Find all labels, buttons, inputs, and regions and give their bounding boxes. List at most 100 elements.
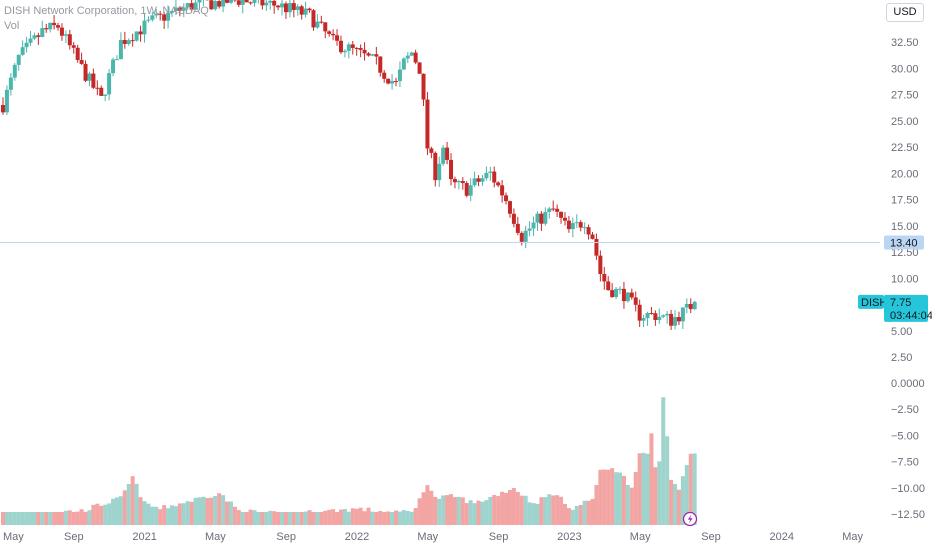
candle-body [445,147,450,160]
time-axis[interactable]: May Sep 2021 May Sep 2022 May Sep 2023 May Sep 2024… [3,531,863,543]
volume-bar [445,495,450,525]
volume-bar [173,506,178,525]
volume-bar [460,497,465,525]
volume-bar [154,506,159,525]
volume-bar [590,498,595,525]
candle-body [472,178,477,186]
volume-bar [688,453,693,525]
chart-legend: DISH Network Corporation, 1W, NASDAQ Vol [4,4,209,34]
time-tick-label: 2024 [770,531,794,543]
volume-bar [500,491,505,525]
candle-body [134,31,139,41]
candle-body [268,0,273,3]
volume-bar [610,468,615,525]
candle-body [531,222,536,229]
volume-bar [232,506,237,525]
volume-bar [122,490,127,525]
volume-tick-label: −7.50 [891,457,919,469]
volume-bar [225,501,230,525]
candle-body [641,318,646,321]
candle-body [511,213,516,224]
candle-body [374,54,379,57]
volume-bar [342,509,347,525]
candle-body [519,232,524,242]
candle-body [566,220,571,230]
candle-body [319,21,324,23]
volume-bar [673,484,678,525]
volume-bar [539,497,544,525]
candle-body [4,89,9,113]
volume-label[interactable]: Vol [4,20,20,32]
horizontal-line-tag[interactable]: 13.40 [884,235,924,250]
svg-text:7.75: 7.75 [890,297,911,309]
volume-bar [657,461,662,525]
volume-bar [103,504,108,525]
candle-body [8,77,13,90]
candle-body [401,58,406,70]
volume-tick-label: 0.0000 [891,378,925,390]
candle-body [676,317,681,322]
lightning-icon[interactable] [682,511,698,527]
volume-bar [354,508,359,525]
price-tick-label: 20.00 [891,168,919,180]
volume-bar [256,512,261,525]
volume-bar [12,512,17,525]
price-tick-label: 5.00 [891,326,912,338]
candle-body [559,211,564,218]
candle-body [390,80,395,84]
volume-bar [633,472,638,525]
volume-bar [370,511,375,525]
volume-bar [653,467,658,525]
candle-body [244,0,249,3]
candle-body [441,147,446,164]
candle-body [429,148,434,153]
candle-body [150,15,155,20]
volume-bar [280,512,285,525]
volume-bars [1,397,697,525]
candle-body [335,35,340,41]
candle-body [421,73,426,100]
candle-body [409,52,414,56]
candle-body [95,87,100,89]
volume-bar [676,489,681,525]
volume-bar [669,479,674,525]
volume-bar [551,495,556,525]
svg-text:13.40: 13.40 [890,238,918,250]
price-tick-label: 17.50 [891,195,919,207]
volume-bar [680,476,685,525]
candle-body [586,227,591,235]
volume-bar [181,503,186,525]
volume-bar [594,484,599,525]
symbol-title[interactable]: DISH Network Corporation, 1W, NASDAQ [4,5,209,17]
currency-button[interactable]: USD [886,3,924,22]
candle-body [629,292,634,298]
volume-bar [456,496,461,525]
candle-body [197,0,202,3]
candle-body [523,230,528,242]
volume-bar [276,511,281,525]
candle-body [397,69,402,82]
volume-bar [311,512,316,525]
volume-bar [425,485,430,525]
volume-bar [134,483,139,525]
volume-bar [390,512,395,525]
volume-bar [201,496,206,525]
volume-bar [8,512,13,525]
candle-body [496,182,501,186]
candle-body [610,290,615,297]
candle-body [114,59,119,61]
candle-body [59,27,64,36]
volume-bar [358,507,363,525]
candle-body [154,13,159,16]
time-tick-label: May [3,531,24,543]
volume-bar [492,494,497,525]
volume-bar [488,496,493,525]
volume-bar [228,501,233,525]
candle-body [449,159,454,180]
volume-bar [449,494,454,525]
candle-body [468,185,473,196]
candle-body [264,2,269,6]
volume-bar [661,397,666,525]
volume-bar [559,496,564,525]
